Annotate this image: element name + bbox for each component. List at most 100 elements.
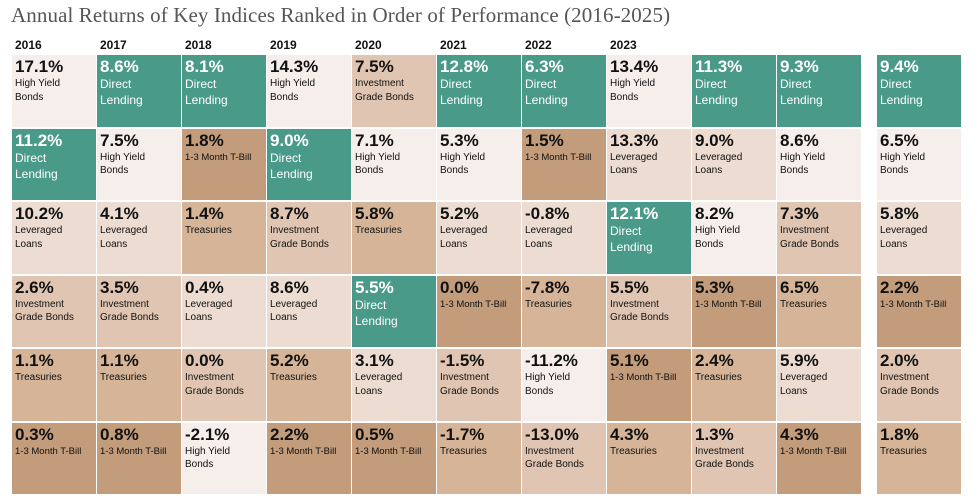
- return-cell: 4.1% Leveraged Loans: [97, 202, 181, 274]
- asset-label: Treasuries: [695, 372, 742, 383]
- return-value: -1.7%: [440, 424, 485, 444]
- asset-label: 1-3 Month T-Bill: [695, 298, 762, 310]
- return-cell: -0.8% Leveraged Loans: [522, 202, 606, 274]
- asset-label: High Yield Bonds: [440, 151, 486, 177]
- return-value: 0.3%: [15, 424, 54, 444]
- return-value: 5.9%: [780, 351, 819, 370]
- return-value: -1.5%: [440, 351, 485, 370]
- return-value: 2.6%: [15, 277, 54, 297]
- asset-label: High Yield Bonds: [185, 445, 231, 471]
- year-header: 2018: [185, 38, 212, 52]
- return-cell: 11.2% Direct Lending: [12, 128, 96, 200]
- return-cell: 1.4% Treasuries: [182, 202, 266, 274]
- return-cell: 0.0% 1-3 Month T-Bill: [437, 275, 521, 347]
- return-value: 1.8%: [185, 130, 224, 150]
- asset-label: Leveraged Loans: [610, 151, 658, 177]
- return-cell: 1.8% Treasuries: [877, 422, 961, 494]
- asset-label: Direct Lending: [355, 297, 398, 328]
- asset-label: High Yield Bonds: [15, 78, 61, 103]
- asset-label: Investment Grade Bonds: [695, 445, 754, 471]
- return-cell: 0.5% 1-3 Month T-Bill: [352, 422, 436, 494]
- return-value: 9.4%: [880, 57, 919, 76]
- asset-label: High Yield Bonds: [355, 151, 401, 177]
- asset-label: Investment Grade Bonds: [100, 298, 159, 324]
- return-value: 17.1%: [15, 57, 64, 76]
- return-cell: 7.1% High Yield Bonds: [352, 128, 436, 200]
- return-cell: -13.0% Investment Grade Bonds: [522, 422, 606, 494]
- return-value: 4.1%: [100, 204, 139, 223]
- asset-label: High Yield Bonds: [100, 151, 146, 177]
- return-value: 7.5%: [355, 57, 394, 76]
- return-cell: 12.1% Direct Lending: [607, 202, 691, 274]
- return-cell: 8.6% Leveraged Loans: [267, 275, 351, 347]
- asset-label: Investment Grade Bonds: [610, 298, 669, 324]
- return-cell: 8.6% High Yield Bonds: [777, 128, 861, 200]
- return-value: 0.8%: [100, 424, 139, 444]
- asset-label: Leveraged Loans: [780, 372, 828, 397]
- return-value: 10.2%: [15, 204, 64, 223]
- return-value: 4.3%: [610, 424, 649, 444]
- return-cell: 0.3% 1-3 Month T-Bill: [12, 422, 96, 494]
- return-cell: -7.8% Treasuries: [522, 275, 606, 347]
- asset-label: Leveraged Loans: [270, 298, 318, 324]
- return-value: 14.3%: [270, 57, 319, 76]
- return-value: 5.3%: [695, 277, 734, 297]
- year-header: 2017: [100, 38, 127, 52]
- year-header: 2022: [525, 38, 552, 52]
- return-value: 1.1%: [100, 351, 139, 370]
- return-value: -0.8%: [525, 204, 570, 223]
- asset-label: 1-3 Month T-Bill: [100, 445, 167, 457]
- return-value: 8.7%: [270, 204, 309, 223]
- return-cell: 5.5% Investment Grade Bonds: [607, 275, 691, 347]
- asset-label: Leveraged Loans: [185, 298, 233, 324]
- asset-label: 1-3 Month T-Bill: [270, 445, 337, 457]
- asset-label: Direct Lending: [15, 150, 58, 181]
- return-cell: 5.8% Treasuries: [352, 202, 436, 274]
- asset-label: Treasuries: [525, 298, 572, 310]
- return-value: 13.3%: [610, 130, 659, 150]
- asset-label: Investment Grade Bonds: [355, 78, 414, 103]
- return-cell: 6.5% Treasuries: [777, 275, 861, 347]
- return-value: -7.8%: [525, 277, 570, 297]
- return-cell: 9.3% Direct Lending: [777, 55, 861, 127]
- asset-label: Leveraged Loans: [100, 225, 148, 250]
- asset-label: Investment Grade Bonds: [270, 225, 329, 250]
- return-cell: 1.1% Treasuries: [12, 349, 96, 421]
- return-value: 3.1%: [355, 351, 394, 370]
- return-cell: 8.7% Investment Grade Bonds: [267, 202, 351, 274]
- return-value: 1.1%: [15, 351, 54, 370]
- asset-label: Investment Grade Bonds: [440, 372, 499, 397]
- return-value: 12.1%: [610, 204, 659, 223]
- return-value: 2.2%: [270, 424, 309, 444]
- return-value: 1.5%: [525, 130, 564, 150]
- asset-label: Leveraged Loans: [440, 225, 488, 250]
- return-cell: 2.4% Treasuries: [692, 349, 776, 421]
- return-cell: 2.0% Investment Grade Bonds: [877, 349, 961, 421]
- return-value: 4.3%: [780, 424, 819, 444]
- return-value: 0.5%: [355, 424, 394, 444]
- asset-label: Leveraged Loans: [15, 225, 63, 250]
- return-cell: 9.4% Direct Lending: [877, 55, 961, 127]
- return-value: 8.2%: [695, 204, 734, 223]
- asset-label: Direct Lending: [100, 77, 143, 107]
- return-value: 13.4%: [610, 57, 659, 76]
- return-cell: 8.6% Direct Lending: [97, 55, 181, 127]
- return-value: 0.4%: [185, 277, 224, 297]
- return-cell: 2.2% 1-3 Month T-Bill: [877, 275, 961, 347]
- asset-label: Direct Lending: [440, 77, 483, 107]
- asset-label: Leveraged Loans: [695, 151, 743, 177]
- asset-label: 1-3 Month T-Bill: [880, 298, 947, 310]
- return-cell: 5.9% Leveraged Loans: [777, 349, 861, 421]
- return-cell: 8.2% High Yield Bonds: [692, 202, 776, 274]
- return-cell: 6.5% High Yield Bonds: [877, 128, 961, 200]
- return-cell: 8.1% Direct Lending: [182, 55, 266, 127]
- return-value: 8.1%: [185, 57, 224, 76]
- return-cell: 12.8% Direct Lending: [437, 55, 521, 127]
- asset-label: Treasuries: [355, 225, 402, 236]
- return-cell: 5.3% High Yield Bonds: [437, 128, 521, 200]
- asset-label: High Yield Bonds: [695, 225, 741, 250]
- asset-label: Leveraged Loans: [525, 225, 573, 250]
- return-cell: 1.8% 1-3 Month T-Bill: [182, 128, 266, 200]
- return-cell: 13.3% Leveraged Loans: [607, 128, 691, 200]
- return-cell: 0.8% 1-3 Month T-Bill: [97, 422, 181, 494]
